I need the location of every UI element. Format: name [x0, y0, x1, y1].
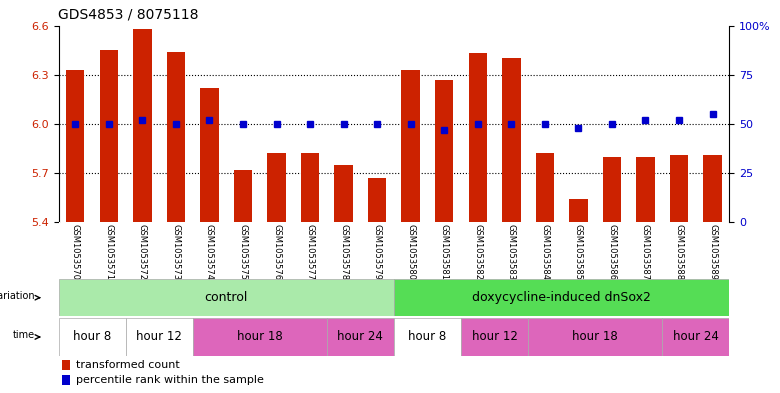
- Bar: [603, 156, 621, 222]
- Text: GSM1053583: GSM1053583: [507, 224, 516, 280]
- Bar: [66, 70, 84, 222]
- Bar: [394, 318, 461, 356]
- Bar: [268, 153, 285, 222]
- Text: time: time: [13, 330, 35, 340]
- Bar: [704, 155, 722, 222]
- Text: GSM1053582: GSM1053582: [473, 224, 482, 280]
- Text: GSM1053588: GSM1053588: [675, 224, 683, 280]
- Text: GSM1053575: GSM1053575: [239, 224, 247, 280]
- Text: hour 12: hour 12: [472, 331, 517, 343]
- Text: genotype/variation: genotype/variation: [0, 291, 35, 301]
- Text: GSM1053579: GSM1053579: [373, 224, 381, 280]
- Bar: [528, 318, 662, 356]
- Text: hour 18: hour 18: [573, 331, 618, 343]
- Text: GSM1053577: GSM1053577: [306, 224, 314, 280]
- Text: hour 24: hour 24: [673, 331, 718, 343]
- Bar: [62, 375, 70, 385]
- Bar: [636, 156, 654, 222]
- Text: control: control: [204, 291, 248, 304]
- Text: hour 8: hour 8: [408, 331, 447, 343]
- Bar: [461, 318, 528, 356]
- Text: GSM1053581: GSM1053581: [440, 224, 448, 280]
- Text: GSM1053574: GSM1053574: [205, 224, 214, 280]
- Text: hour 18: hour 18: [237, 331, 282, 343]
- Text: GSM1053587: GSM1053587: [641, 224, 650, 280]
- Text: GSM1053572: GSM1053572: [138, 224, 147, 280]
- Bar: [402, 70, 420, 222]
- Bar: [327, 318, 394, 356]
- Bar: [100, 50, 118, 222]
- Bar: [301, 153, 319, 222]
- Bar: [200, 88, 218, 222]
- Bar: [368, 178, 386, 222]
- Bar: [167, 52, 185, 222]
- Text: GSM1053576: GSM1053576: [272, 224, 281, 280]
- Text: GSM1053578: GSM1053578: [339, 224, 348, 280]
- Text: transformed count: transformed count: [76, 360, 179, 370]
- Text: GSM1053570: GSM1053570: [71, 224, 80, 280]
- Bar: [335, 165, 353, 222]
- Bar: [536, 153, 554, 222]
- Bar: [126, 318, 193, 356]
- Bar: [569, 199, 587, 222]
- Bar: [234, 170, 252, 222]
- Text: GSM1053573: GSM1053573: [172, 224, 180, 280]
- Bar: [662, 318, 729, 356]
- Text: GSM1053571: GSM1053571: [105, 224, 113, 280]
- Bar: [670, 155, 688, 222]
- Bar: [62, 360, 70, 370]
- Bar: [58, 279, 394, 316]
- Bar: [58, 318, 126, 356]
- Bar: [502, 58, 520, 222]
- Bar: [193, 318, 327, 356]
- Bar: [394, 279, 729, 316]
- Text: doxycycline-induced dnSox2: doxycycline-induced dnSox2: [472, 291, 651, 304]
- Text: GSM1053580: GSM1053580: [406, 224, 415, 280]
- Text: GDS4853 / 8075118: GDS4853 / 8075118: [58, 7, 199, 22]
- Text: hour 24: hour 24: [338, 331, 383, 343]
- Bar: [469, 53, 487, 222]
- Text: GSM1053585: GSM1053585: [574, 224, 583, 280]
- Bar: [435, 79, 453, 222]
- Text: hour 8: hour 8: [73, 331, 112, 343]
- Text: hour 12: hour 12: [136, 331, 182, 343]
- Text: percentile rank within the sample: percentile rank within the sample: [76, 375, 264, 385]
- Text: GSM1053584: GSM1053584: [541, 224, 549, 280]
- Text: GSM1053586: GSM1053586: [608, 224, 616, 280]
- Text: GSM1053589: GSM1053589: [708, 224, 717, 280]
- Bar: [133, 29, 151, 222]
